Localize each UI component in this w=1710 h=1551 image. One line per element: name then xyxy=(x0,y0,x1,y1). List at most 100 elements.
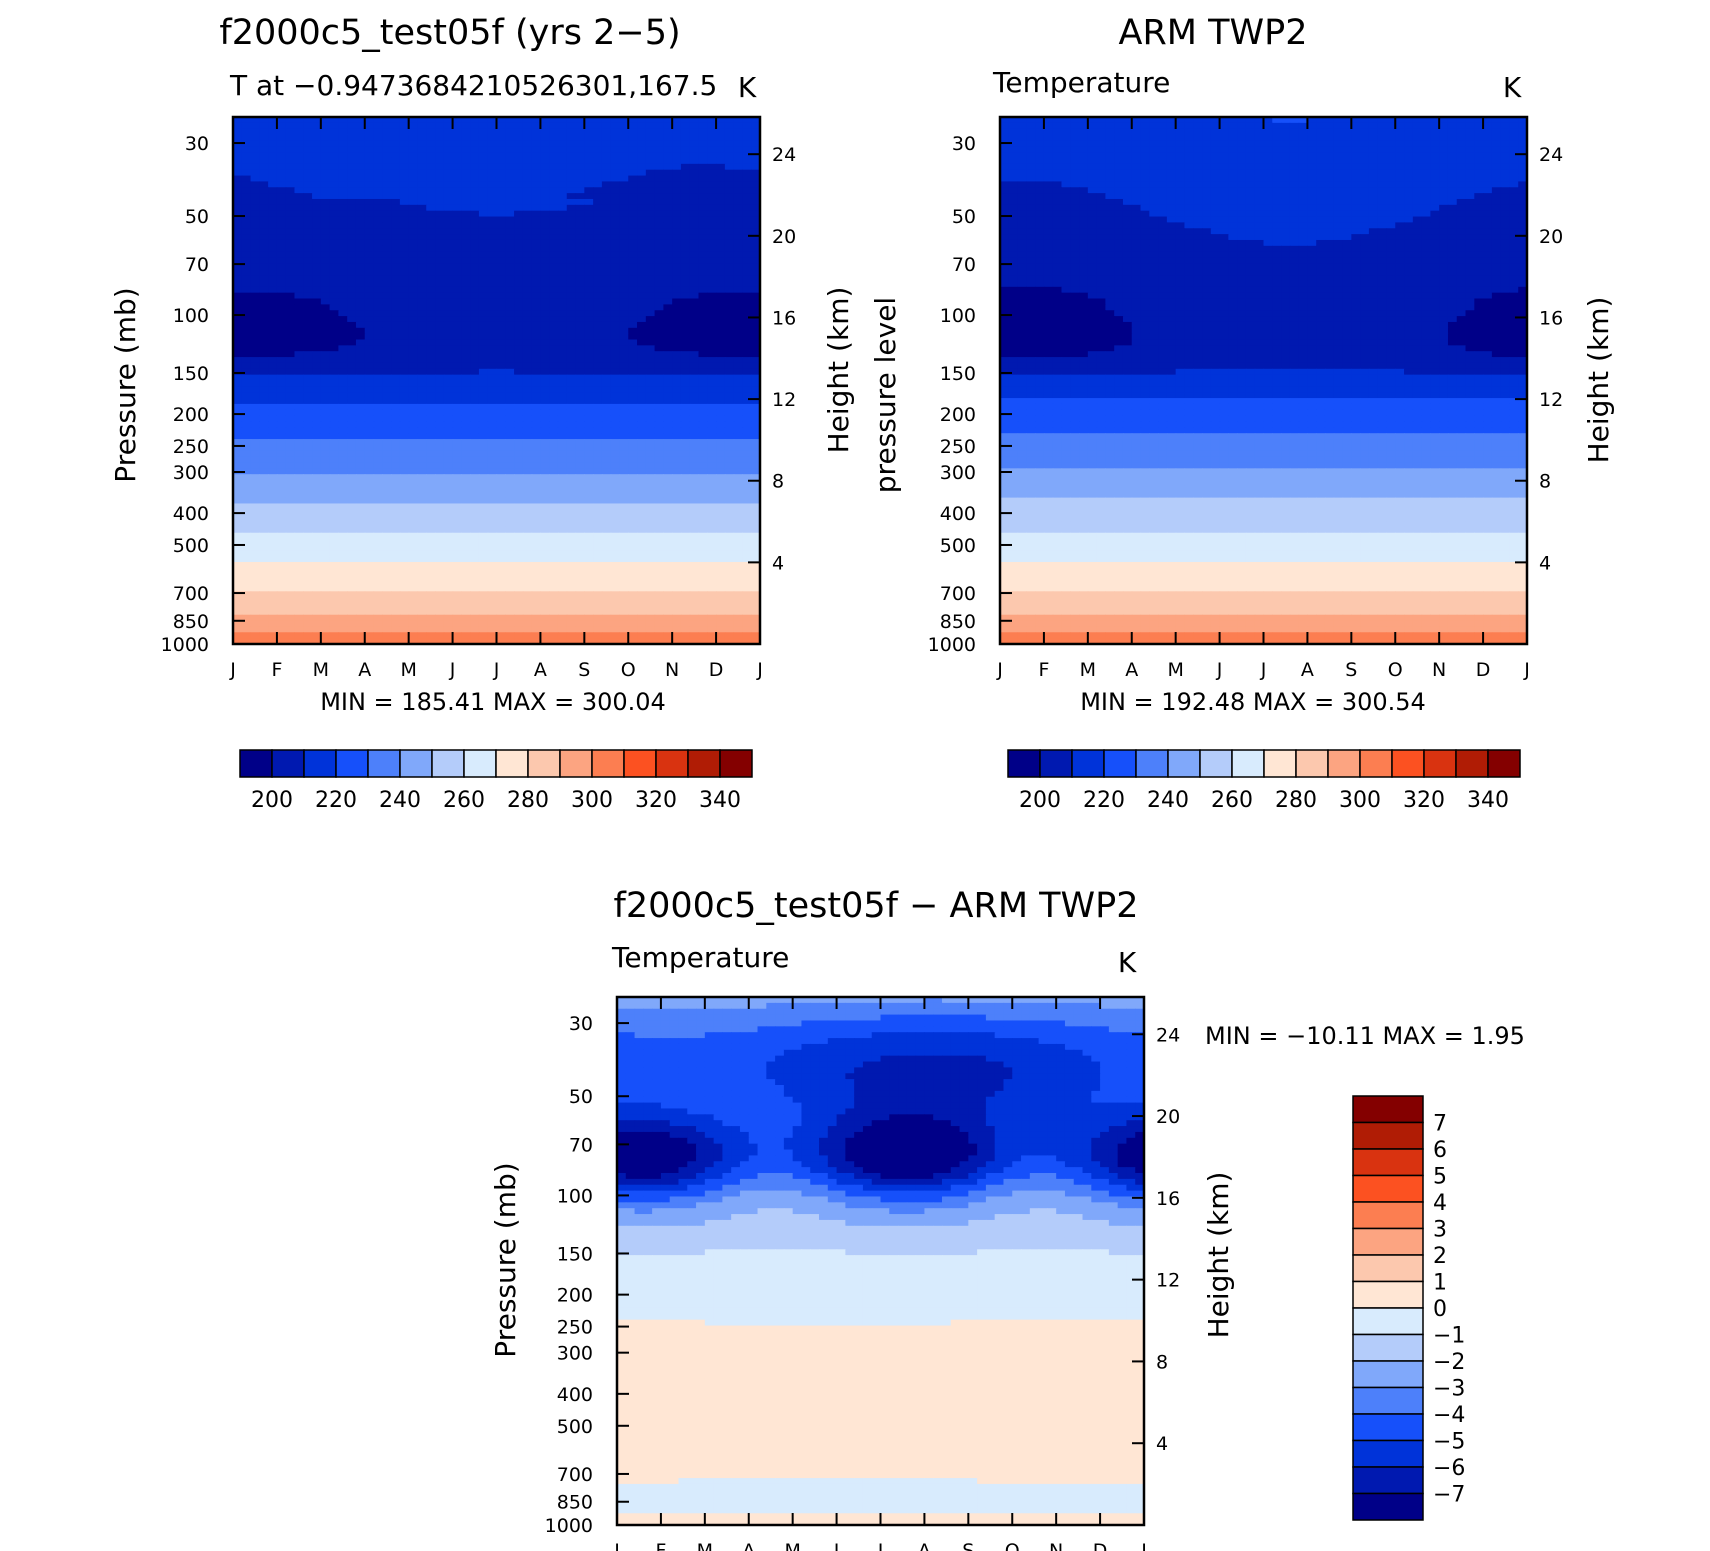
model-cell xyxy=(347,239,357,247)
model-cell xyxy=(557,122,568,130)
model-cell xyxy=(584,204,594,212)
model-cell xyxy=(276,351,287,358)
model-cell xyxy=(698,421,708,428)
model-cell xyxy=(566,573,577,581)
model-cell xyxy=(382,562,392,569)
model-cell xyxy=(364,597,375,604)
model-cell xyxy=(241,603,252,610)
model-cell xyxy=(549,380,559,387)
model-cell xyxy=(680,597,691,604)
model-cell xyxy=(549,269,559,276)
model-cell xyxy=(672,362,682,370)
model-cell xyxy=(329,450,339,458)
model-cell xyxy=(689,321,700,329)
model-cell xyxy=(452,339,462,346)
model-cell xyxy=(408,556,419,563)
model-cell xyxy=(707,222,717,229)
model-cell xyxy=(426,386,436,393)
model-cell xyxy=(601,316,612,323)
model-cell xyxy=(241,521,252,528)
model-cell xyxy=(443,468,454,475)
model-cell xyxy=(724,468,735,475)
model-cell xyxy=(382,368,392,376)
model-cell xyxy=(320,556,331,563)
model-cell xyxy=(276,403,287,411)
model-cell xyxy=(347,310,357,317)
model-cell xyxy=(452,380,462,387)
model-cell xyxy=(522,321,533,329)
model-cell xyxy=(514,286,524,294)
model-cell xyxy=(549,345,559,352)
model-cell xyxy=(470,544,480,551)
model-cell xyxy=(435,444,445,452)
model-cell xyxy=(426,152,436,159)
model-cell xyxy=(522,374,533,382)
model-cell xyxy=(654,409,664,417)
model-cell xyxy=(399,450,410,458)
model-cell xyxy=(294,122,304,130)
model-cell xyxy=(294,468,304,475)
model-cell xyxy=(496,462,506,469)
model-cell xyxy=(645,234,656,241)
model-cell xyxy=(452,421,462,428)
model-cell xyxy=(470,392,480,399)
model-cell xyxy=(320,222,331,229)
model-cell xyxy=(417,204,427,212)
model-cell xyxy=(382,456,392,464)
model-cell xyxy=(496,280,506,288)
model-cell xyxy=(391,597,401,604)
model-cell xyxy=(470,444,480,452)
model-cell xyxy=(522,210,533,218)
model-cell xyxy=(426,175,436,183)
model-cell xyxy=(593,275,603,282)
model-cell xyxy=(601,538,612,546)
model-cell xyxy=(505,497,515,505)
model-cell xyxy=(531,316,542,323)
model-cell xyxy=(452,573,462,581)
model-cell xyxy=(566,515,577,522)
model-cell xyxy=(233,339,243,346)
model-cell xyxy=(276,491,287,499)
model-cell xyxy=(716,157,726,165)
model-cell xyxy=(391,497,401,505)
model-cell xyxy=(487,234,498,241)
model-cell xyxy=(487,146,498,153)
model-cell xyxy=(672,503,682,510)
model-cell xyxy=(514,187,524,194)
model-cell xyxy=(610,239,621,247)
model-cell xyxy=(285,286,296,294)
model-cell xyxy=(382,362,392,370)
model-cell xyxy=(382,251,392,259)
model-cell xyxy=(557,521,568,528)
model-cell xyxy=(250,157,260,165)
model-cell xyxy=(470,222,480,229)
model-cell xyxy=(698,304,708,311)
model-cell xyxy=(707,380,717,387)
model-cell xyxy=(522,304,533,311)
model-cell xyxy=(742,163,752,171)
model-cell xyxy=(338,327,348,335)
model-cell xyxy=(628,181,638,188)
model-cell xyxy=(707,122,717,130)
model-cell xyxy=(294,491,304,499)
model-cell xyxy=(733,380,744,387)
model-cell xyxy=(233,146,243,153)
model-cell xyxy=(320,409,331,417)
model-cell xyxy=(540,316,550,323)
model-cell xyxy=(724,117,735,124)
model-cell xyxy=(391,556,401,563)
model-cell xyxy=(373,497,383,505)
model-cell xyxy=(680,403,691,411)
model-cell xyxy=(628,222,638,229)
model-cell xyxy=(645,515,656,522)
model-cell xyxy=(347,421,357,428)
model-cell xyxy=(294,480,304,487)
model-cell xyxy=(689,532,700,540)
model-cell xyxy=(628,269,638,276)
model-cell xyxy=(707,286,717,294)
model-cell xyxy=(654,134,664,142)
model-cell xyxy=(461,515,471,522)
model-cell xyxy=(452,567,462,575)
model-cell xyxy=(601,585,612,592)
model-cell xyxy=(347,468,357,475)
